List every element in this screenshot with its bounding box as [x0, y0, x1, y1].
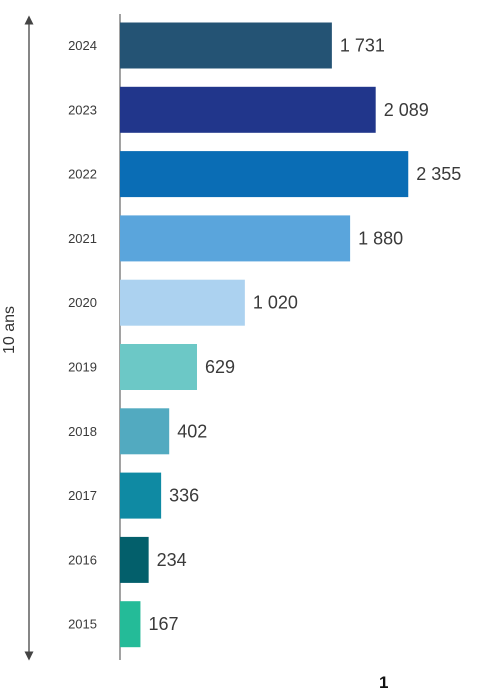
value-label-2019: 629: [205, 357, 235, 377]
bar-2023: [120, 86, 376, 133]
value-label-2017: 336: [169, 486, 199, 506]
bar-2016: [120, 536, 149, 583]
category-label-2020: 2020: [68, 295, 97, 310]
category-label-2017: 2017: [68, 488, 97, 503]
category-label-2023: 2023: [68, 102, 97, 117]
bar-2015: [120, 601, 141, 648]
page-number: 1: [379, 673, 388, 691]
bar-2017: [120, 472, 162, 519]
value-label-2023: 2 089: [384, 100, 429, 120]
category-label-2015: 2015: [68, 617, 97, 632]
category-label-2018: 2018: [68, 424, 97, 439]
bar-2018: [120, 408, 170, 455]
bar-2019: [120, 344, 197, 390]
bar-2021: [120, 215, 351, 262]
category-label-2019: 2019: [68, 360, 97, 375]
value-label-2022: 2 355: [416, 164, 461, 184]
value-label-2020: 1 020: [253, 293, 298, 313]
timespan-label: 10 ans: [1, 306, 18, 354]
value-label-2015: 167: [148, 614, 178, 634]
category-label-2022: 2022: [68, 167, 97, 182]
category-label-2016: 2016: [68, 552, 97, 567]
value-label-2024: 1 731: [340, 36, 385, 56]
value-label-2018: 402: [177, 421, 207, 441]
bars-group: 2024 1 731 2023 2 089 2022 2 355 2021 1 880 2020…: [68, 22, 461, 648]
bar-2020: [120, 279, 245, 326]
value-label-2021: 1 880: [358, 228, 403, 248]
bar-2024: [120, 22, 332, 69]
category-label-2024: 2024: [68, 38, 97, 53]
value-label-2016: 234: [157, 550, 187, 570]
category-label-2021: 2021: [68, 231, 97, 246]
bar-2022: [120, 151, 409, 198]
